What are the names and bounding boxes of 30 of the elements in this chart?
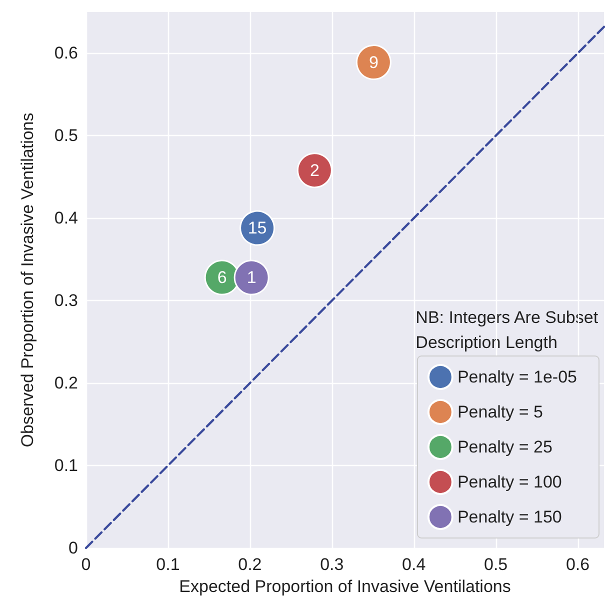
legend-label: Penalty = 150 [457, 508, 562, 526]
annotation: 2 [310, 160, 320, 180]
annotation: NB: Integers Are Subset Description Length [416, 308, 598, 352]
y-tick-label: 0.3 [54, 291, 78, 310]
y-axis-title: Observed Proportion of Invasive Ventilations [18, 112, 37, 448]
legend-label: Penalty = 5 [457, 402, 543, 422]
y-tick-label: 0.6 [54, 44, 78, 63]
legend-label: Penalty = 100 [457, 472, 562, 492]
y-tick-label: 0.4 [54, 208, 78, 228]
annotation: 1 [246, 268, 256, 288]
x-axis-title: Expected Proportion of Invasive Ventilations [179, 577, 511, 596]
point [296, 152, 332, 188]
x-tick-label: 0.1 [156, 555, 180, 574]
point [234, 260, 270, 296]
legend-label: Penalty = 25 [457, 438, 552, 456]
annotation: 15 [248, 218, 267, 238]
y-tick-label: 0.1 [54, 456, 78, 476]
annotation: 9 [368, 52, 378, 72]
x-tick-label: 0.4 [402, 555, 426, 574]
point [356, 44, 392, 80]
legend-label: Penalty = 1e-05 [457, 368, 578, 386]
x-tick-label: 0.3 [320, 555, 344, 574]
x-tick-label: 0.2 [238, 555, 262, 574]
y-tick-label: 0 [68, 538, 78, 558]
y-tick-label: 0.2 [54, 374, 78, 393]
annotation: 6 [217, 268, 227, 288]
x-tick-label: 0 [81, 555, 91, 574]
x-tick-label: 0.5 [484, 555, 508, 574]
y-tick-label: 0.5 [54, 126, 78, 146]
x-tick-label: 0.6 [566, 555, 590, 574]
